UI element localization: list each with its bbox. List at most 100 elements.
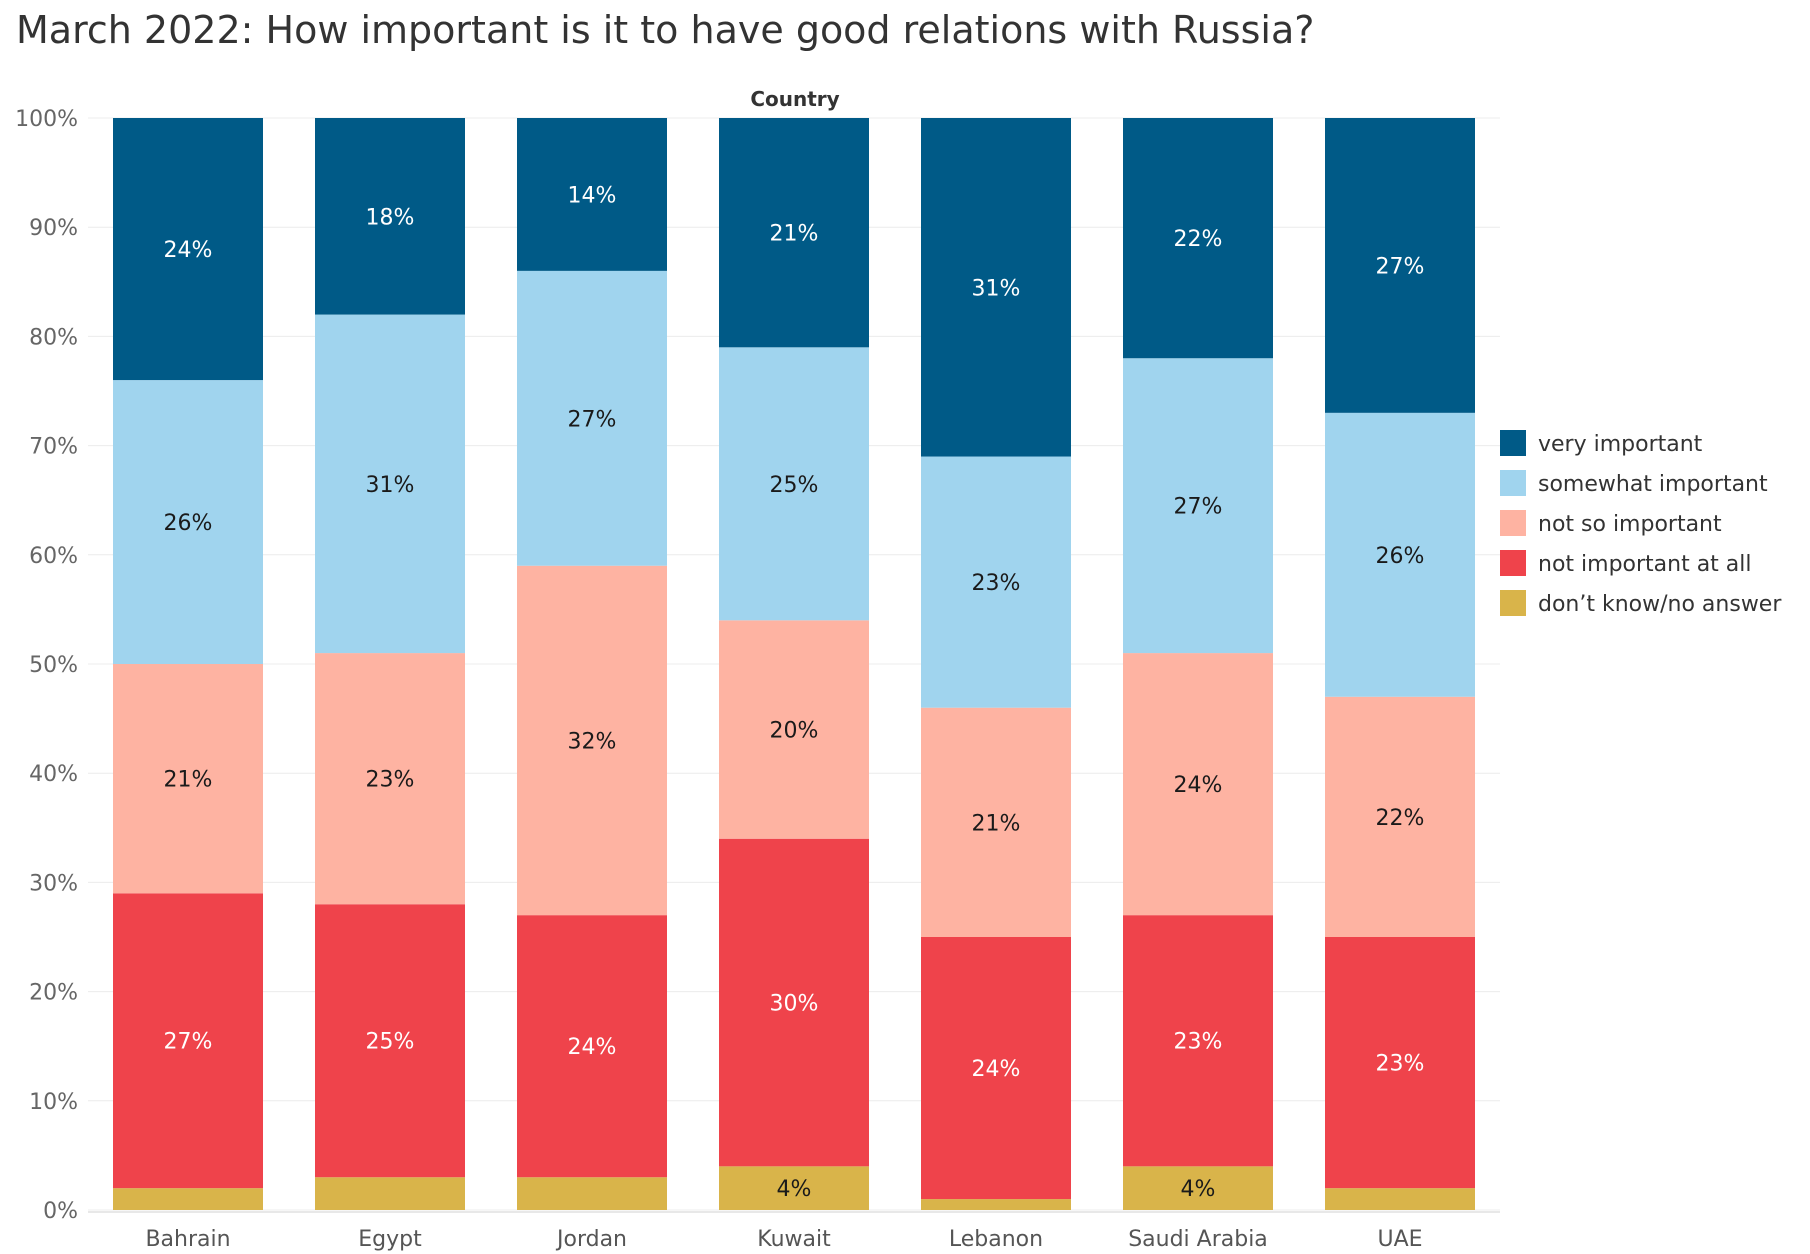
bar-segment	[517, 270, 667, 566]
legend-swatch	[1500, 510, 1526, 536]
y-tick-label: 30%	[29, 871, 78, 896]
bars: 27% 21% 26% 24% 25% 23% 31% 18% 24% 32% 27% 14% 4% 30…	[113, 118, 1475, 1210]
bar-segment	[1325, 937, 1475, 1189]
data-label: 21%	[972, 811, 1021, 836]
data-label: 23%	[972, 571, 1021, 596]
bar-segment	[719, 347, 869, 621]
bar-group-saudi-arabia: 4% 23% 24% 27% 22%	[1123, 118, 1273, 1210]
bar-segment	[921, 707, 1071, 937]
bar-segment	[921, 937, 1071, 1200]
x-tick-label: Lebanon	[949, 1227, 1043, 1252]
bar-segment	[113, 664, 263, 894]
legend-label: somewhat important	[1538, 472, 1768, 497]
bar-segment	[719, 118, 869, 348]
x-axis: Bahrain Egypt Jordan Kuwait Lebanon Saudi Ara…	[88, 1211, 1500, 1252]
legend-item: very important	[1500, 430, 1703, 457]
data-label: 4%	[1181, 1177, 1216, 1202]
bar-segment	[921, 456, 1071, 708]
bar-segment	[315, 314, 465, 654]
y-tick-label: 50%	[29, 653, 78, 678]
data-label: 26%	[164, 511, 213, 536]
y-tick-label: 10%	[29, 1090, 78, 1115]
bar-segment	[113, 380, 263, 664]
data-label: 22%	[1174, 227, 1223, 252]
data-label: 22%	[1376, 806, 1425, 831]
bar-segment	[1325, 412, 1475, 697]
x-tick-label: Egypt	[358, 1227, 422, 1252]
y-tick-label: 40%	[29, 762, 78, 787]
x-tick-label: Kuwait	[757, 1227, 831, 1252]
column-header: Country	[750, 87, 839, 111]
data-label: 30%	[770, 992, 819, 1017]
bar-group-uae: 23% 22% 26% 27%	[1325, 118, 1475, 1210]
legend-swatch	[1500, 550, 1526, 576]
data-label: 32%	[568, 729, 617, 754]
legend-label: don’t know/no answer	[1538, 592, 1782, 617]
bar-segment	[921, 118, 1071, 457]
data-label: 24%	[164, 238, 213, 263]
data-label: 23%	[366, 768, 415, 793]
bar-segment	[315, 1177, 465, 1210]
bar-segment	[1325, 1188, 1475, 1210]
data-label: 23%	[1174, 1030, 1223, 1055]
bar-segment	[921, 1199, 1071, 1210]
data-label: 24%	[568, 1035, 617, 1060]
bar-segment	[1123, 915, 1273, 1167]
legend-swatch	[1500, 470, 1526, 496]
legend-swatch	[1500, 590, 1526, 616]
data-label: 26%	[1376, 544, 1425, 569]
x-tick-label: UAE	[1377, 1227, 1422, 1252]
bar-group-egypt: 25% 23% 31% 18%	[315, 118, 465, 1210]
bar-group-bahrain: 27% 21% 26% 24%	[113, 118, 263, 1210]
chart-title: March 2022: How important is it to have …	[16, 8, 1315, 52]
data-label: 18%	[366, 205, 415, 230]
bar-group-kuwait: 4% 30% 20% 25% 21%	[719, 118, 869, 1210]
data-label: 31%	[972, 276, 1021, 301]
data-label: 14%	[568, 183, 617, 208]
legend-item: don’t know/no answer	[1500, 590, 1782, 617]
bar-segment	[315, 904, 465, 1178]
bar-segment	[113, 1188, 263, 1210]
data-label: 27%	[164, 1030, 213, 1055]
y-tick-label: 60%	[29, 544, 78, 569]
bar-segment	[719, 838, 869, 1167]
bar-segment	[1325, 696, 1475, 937]
bar-segment	[113, 118, 263, 381]
bar-segment	[1325, 118, 1475, 413]
legend-label: not so important	[1538, 512, 1722, 537]
data-label: 24%	[972, 1057, 1021, 1082]
legend-item: somewhat important	[1500, 470, 1768, 497]
x-tick-label: Jordan	[555, 1227, 627, 1252]
data-label: 20%	[770, 719, 819, 744]
bar-segment	[517, 565, 667, 916]
y-tick-label: 80%	[29, 325, 78, 350]
data-label: 25%	[366, 1030, 415, 1055]
bar-segment	[315, 653, 465, 905]
legend-swatch	[1500, 430, 1526, 456]
legend-item: not so important	[1500, 510, 1722, 537]
bar-segment	[1123, 358, 1273, 654]
data-label: 27%	[1174, 495, 1223, 520]
data-label: 21%	[164, 768, 213, 793]
data-label: 21%	[770, 222, 819, 247]
y-tick-label: 0%	[43, 1199, 78, 1224]
x-tick-label: Saudi Arabia	[1128, 1227, 1268, 1252]
y-axis: 0% 10% 20% 30% 40% 50% 60% 70% 80% 90% 100%	[15, 107, 78, 1224]
y-tick-label: 20%	[29, 981, 78, 1006]
data-label: 27%	[568, 407, 617, 432]
bar-segment	[517, 1177, 667, 1210]
bar-segment	[113, 893, 263, 1189]
y-tick-label: 100%	[15, 107, 78, 132]
data-label: 4%	[777, 1177, 812, 1202]
bar-segment	[315, 118, 465, 315]
bar-segment	[517, 915, 667, 1178]
bar-segment	[1123, 653, 1273, 916]
bar-segment	[719, 1166, 869, 1210]
legend: very important somewhat important not so i…	[1500, 430, 1782, 617]
bar-segment	[517, 118, 667, 271]
data-label: 27%	[1376, 254, 1425, 279]
data-label: 24%	[1174, 773, 1223, 798]
legend-item: not important at all	[1500, 550, 1752, 577]
y-tick-label: 70%	[29, 435, 78, 460]
